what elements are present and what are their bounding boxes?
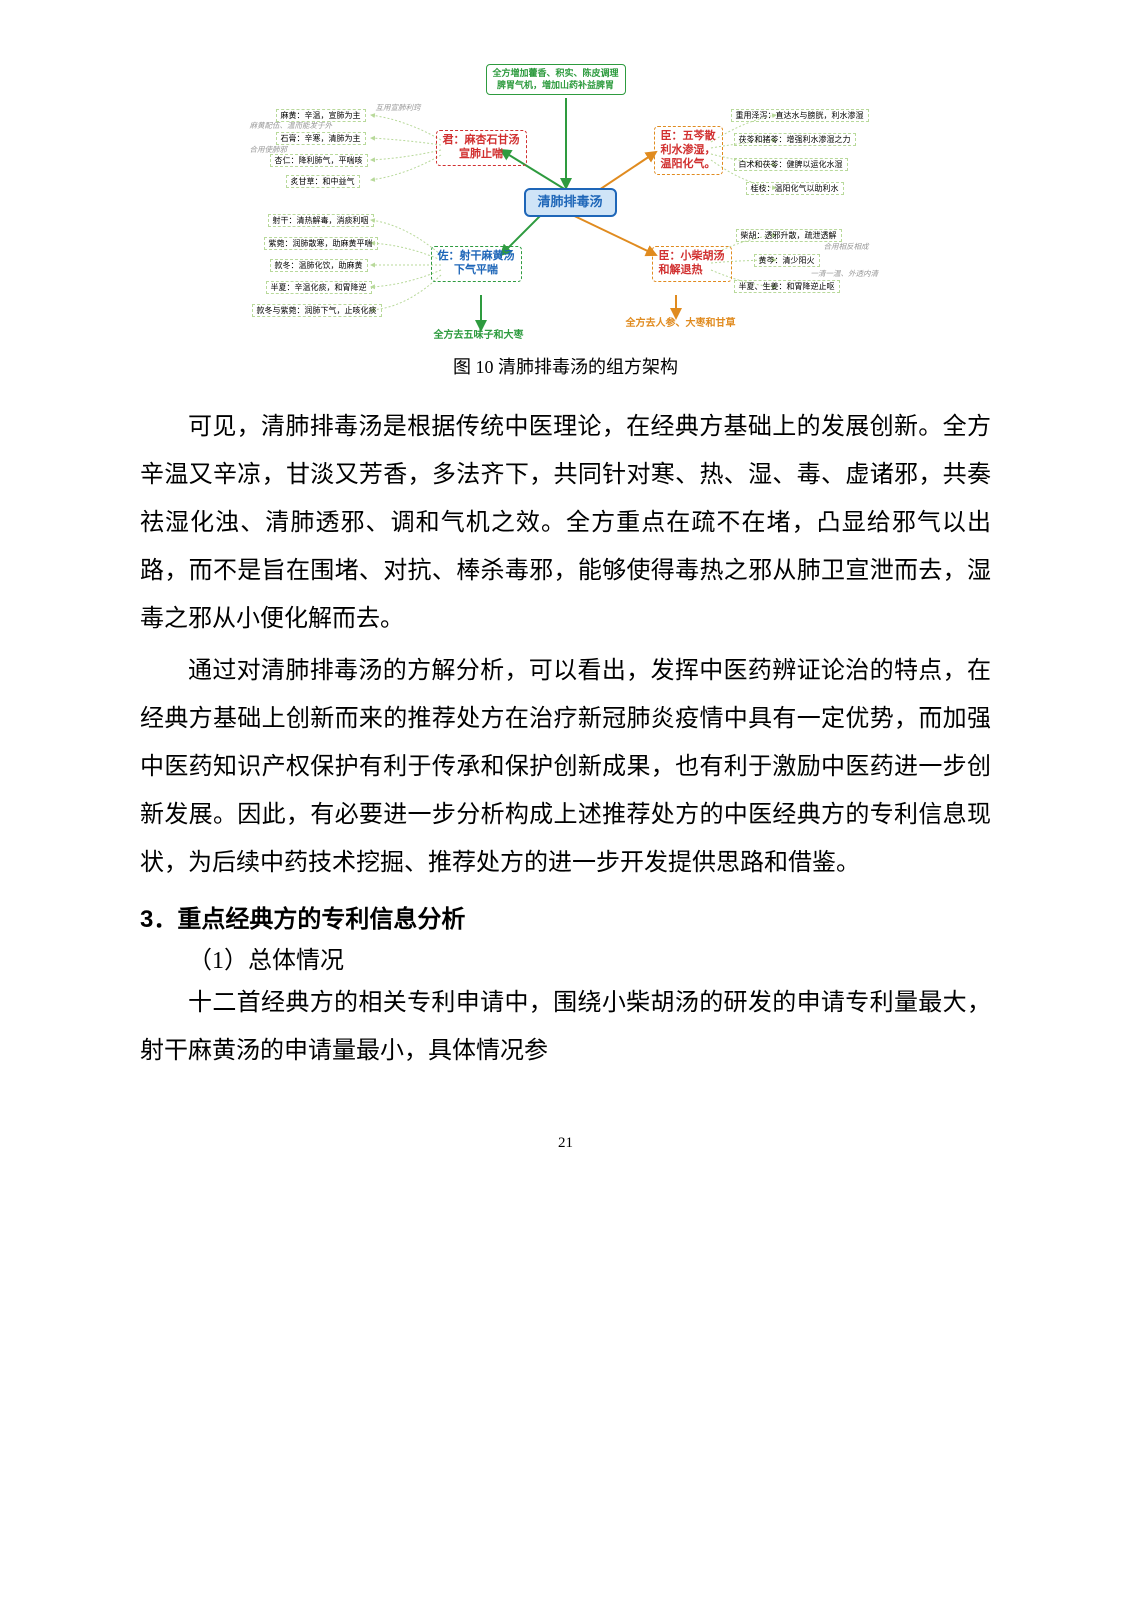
- bottom-tip-left: 全方去五味子和大枣: [434, 330, 524, 342]
- jun-t2: 宣肺止喘: [459, 148, 503, 160]
- paragraph-2: 通过对清肺排毒汤的方解分析，可以看出，发挥中医药辨证论治的特点，在经典方基础上创…: [140, 647, 991, 887]
- herb-chen-3: 桂枝：温阳化气以助利水: [746, 182, 844, 195]
- bottom-tip-right: 全方去人参、大枣和甘草: [626, 318, 736, 330]
- chen-t3: 温阳化气。: [661, 158, 716, 170]
- herb-zuo-3: 半夏：辛温化痰，和胃降逆: [266, 281, 372, 294]
- jun-note-0: 互用宣肺利窍: [376, 104, 421, 113]
- top-tip: 全方増加藿香、积实、陈皮调理 脾胃气机，増加山药补益脾胃: [486, 64, 626, 95]
- shi-node: 臣：小柴胡汤 和解退热: [652, 246, 732, 282]
- shi-t1: 臣：小柴胡汤: [659, 250, 725, 262]
- top-tip-l1: 全方増加藿香、积实、陈皮调理 脾胃气机，増加山药补益脾胃: [493, 68, 619, 90]
- herb-chen-1: 茯苓和猪苓：增强利水渗湿之力: [734, 133, 856, 146]
- chen-t1: 臣：五芩散: [661, 130, 716, 142]
- herb-chen-0: 重用泽泻：直达水与膀胱，利水渗湿: [731, 109, 869, 122]
- shi-note-1: 一清一温、外透内清: [811, 270, 879, 279]
- herb-shi-1: 黄芩：清少阳火: [754, 254, 820, 267]
- jun-node: 君：麻杏石甘汤 宣肺止喘: [436, 130, 527, 166]
- paragraph-3: 十二首经典方的相关专利申请中，围绕小柴胡汤的研发的申请专利量最大，射干麻黄汤的申…: [140, 979, 991, 1075]
- herb-jun-2: 杏仁：降利肺气，平喘咳: [270, 154, 368, 167]
- subheading-1: （1）总体情况: [140, 940, 991, 975]
- herb-zuo-0: 射干：清热解毒，消痰利咽: [268, 214, 374, 227]
- zuo-t2: 下气平喘: [454, 264, 498, 276]
- shi-note-0: 合用相反相成: [824, 243, 869, 252]
- herb-zuo-2: 款冬：温肺化饮，助麻黄: [270, 259, 368, 272]
- jun-note-2: 合用使肺邪: [250, 146, 288, 155]
- herb-chen-2: 白术和茯苓：健脾以运化水湿: [734, 158, 848, 171]
- herb-shi-0: 柴胡：透邪升散，疏泄透解: [736, 229, 842, 242]
- zuo-t1: 佐：射干麻黄汤: [438, 250, 515, 262]
- herb-zuo-4: 款冬与紫菀：润肺下气，止咳化痰: [252, 304, 382, 317]
- zuo-node: 佐：射干麻黄汤 下气平喘: [431, 246, 522, 282]
- center-node: 清肺排毒汤: [524, 188, 617, 217]
- herb-jun-1: 石膏：辛寒，清肺为主: [276, 132, 366, 145]
- herb-zuo-1: 紫菀：润肺散寒，助麻黄平喘: [264, 237, 378, 250]
- diagram-container: 清肺排毒汤 全方増加藿香、积实、陈皮调理 脾胃气机，増加山药补益脾胃 君：麻杏石…: [256, 60, 876, 345]
- shi-t2: 和解退热: [659, 264, 703, 276]
- page-number: 21: [140, 1135, 991, 1152]
- herb-shi-2: 半夏、生姜：和胃降逆止呕: [734, 280, 840, 293]
- herb-jun-3: 炙甘草：和中益气: [286, 175, 360, 188]
- formula-diagram: 清肺排毒汤 全方増加藿香、积实、陈皮调理 脾胃气机，増加山药补益脾胃 君：麻杏石…: [256, 60, 876, 345]
- figure-caption: 图 10 清肺排毒汤的组方架构: [140, 353, 991, 379]
- jun-note-1: 麻黄配伍、温而能发于外: [250, 122, 333, 131]
- heading-3: 3．重点经典方的专利信息分析: [140, 899, 991, 934]
- chen-t2: 利水渗湿，: [661, 144, 716, 156]
- jun-t1: 君：麻杏石甘汤: [443, 134, 520, 146]
- chen-node: 臣：五芩散 利水渗湿， 温阳化气。: [654, 126, 723, 175]
- paragraph-1: 可见，清肺排毒汤是根据传统中医理论，在经典方基础上的发展创新。全方辛温又辛凉，甘…: [140, 403, 991, 643]
